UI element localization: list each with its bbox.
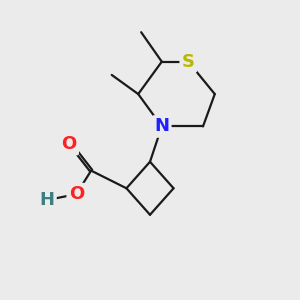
- Text: O: O: [69, 185, 84, 203]
- Text: S: S: [182, 53, 195, 71]
- Text: H: H: [39, 191, 54, 209]
- Text: O: O: [61, 135, 77, 153]
- Text: N: N: [154, 117, 169, 135]
